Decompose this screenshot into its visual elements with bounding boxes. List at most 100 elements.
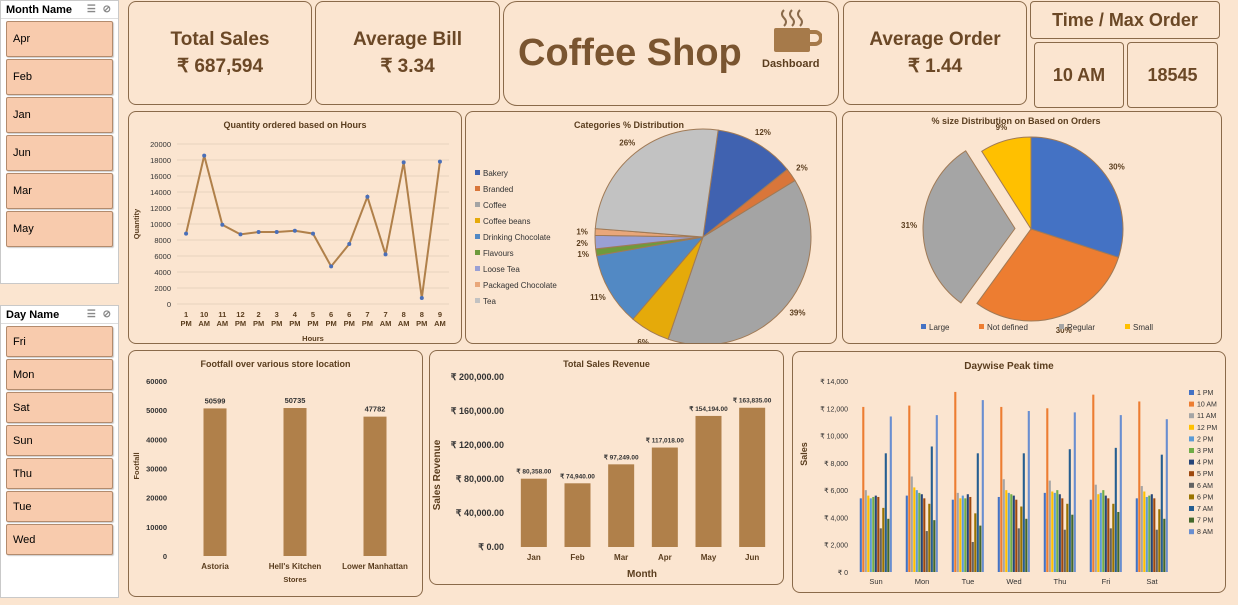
day-item-fri[interactable]: Fri: [6, 326, 113, 357]
categories-pie-chart: Bakery Branded Coffee Coffee beans Drinking …: [475, 128, 812, 343]
size-distribution-card: % size Distribution on Based on Orders 3…: [842, 111, 1222, 344]
x-tick-label: PM: [416, 319, 427, 328]
legend-swatch: [475, 170, 480, 175]
month-item-jun[interactable]: Jun: [6, 135, 113, 171]
bar: [363, 416, 387, 556]
slice-label: 30%: [1109, 163, 1125, 172]
day-item-sun[interactable]: Sun: [6, 425, 113, 456]
legend-swatch: [1189, 390, 1194, 395]
bar: [1099, 492, 1102, 572]
data-point: [419, 296, 424, 300]
bar: [930, 446, 933, 572]
bar: [1007, 492, 1010, 572]
y-tick-label: 30000: [146, 465, 167, 474]
legend-swatch: [1189, 436, 1194, 442]
data-label: 50735: [285, 396, 306, 405]
y-axis-label: Footfall: [132, 452, 141, 479]
bar: [1071, 514, 1074, 572]
x-tick-label: 12: [236, 310, 244, 319]
day-slicer-title: Day Name: [6, 308, 60, 321]
x-tick-label: Thu: [1054, 577, 1067, 586]
bar: [1025, 518, 1028, 572]
legend-label: 7 AM: [1197, 506, 1213, 513]
total-sales-card: Total Sales ₹ 687,594: [128, 1, 312, 105]
quantity-by-hour-card: Quantity ordered based on Hours 0 2000 400…: [128, 111, 462, 344]
bar: [1163, 518, 1166, 572]
data-label: ₹ 154,194.00: [689, 405, 728, 413]
bar: [979, 525, 982, 572]
x-tick-label: Fri: [1102, 577, 1111, 586]
day-item-thu[interactable]: Thu: [6, 458, 113, 489]
bar: [1117, 511, 1120, 572]
bar: [1160, 454, 1163, 572]
data-label: 50599: [205, 396, 226, 405]
y-tick-label: 50000: [146, 406, 167, 415]
bar: [1114, 447, 1117, 572]
x-axis-label: Hours: [302, 334, 324, 343]
pie-slice: [922, 150, 1016, 304]
x-tick-label: 5: [311, 310, 315, 319]
legend-label: 4 PM: [1197, 460, 1214, 467]
x-tick-label: Jun: [745, 553, 759, 562]
x-tick-label: PM: [344, 319, 355, 328]
x-tick-label: 8: [420, 310, 424, 319]
bar: [203, 408, 227, 556]
y-tick-label: 18000: [150, 156, 171, 165]
bar: [869, 498, 872, 572]
data-label: ₹ 163,835.00: [733, 397, 772, 405]
average-order-card: Average Order ₹ 1.44: [843, 1, 1027, 105]
slice-label: 11%: [590, 293, 606, 302]
y-tick-label: 10000: [146, 523, 167, 532]
bar: [879, 528, 882, 572]
bar: [884, 453, 887, 572]
x-tick-label: 7: [365, 310, 369, 319]
month-item-apr[interactable]: Apr: [6, 21, 113, 57]
x-tick-label: Sat: [1146, 577, 1158, 586]
max-order-card: 18545: [1127, 42, 1218, 108]
month-item-jan[interactable]: Jan: [6, 97, 113, 133]
day-item-tue[interactable]: Tue: [6, 491, 113, 522]
x-tick-label: 11: [218, 310, 226, 319]
x-tick-label: AM: [380, 319, 392, 328]
average-bill-label: Average Bill: [352, 28, 463, 50]
month-item-feb[interactable]: Feb: [6, 59, 113, 95]
bar: [1092, 394, 1095, 572]
multi-select-icon[interactable]: ☰ ⊘: [86, 4, 113, 15]
legend-label: 5 PM: [1197, 471, 1214, 478]
month-item-mar[interactable]: Mar: [6, 173, 113, 209]
dashboard-subtitle: Dashboard: [762, 58, 820, 70]
bar: [1066, 503, 1069, 572]
bar: [1109, 528, 1112, 572]
bar: [872, 496, 875, 572]
month-item-may[interactable]: May: [6, 211, 113, 247]
bar: [1112, 503, 1115, 572]
x-tick-label: May: [701, 553, 717, 562]
legend-swatch: [475, 202, 480, 207]
legend-label: Flavours: [483, 249, 514, 258]
x-tick-label: Wed: [1006, 577, 1021, 586]
day-item-wed[interactable]: Wed: [6, 524, 113, 555]
bar: [969, 496, 972, 572]
legend-swatch: [1189, 482, 1194, 488]
bar: [1053, 492, 1056, 572]
legend-swatch: [475, 186, 480, 191]
multi-select-icon[interactable]: ☰ ⊘: [86, 309, 113, 320]
y-tick-label: ₹ 10,000: [820, 433, 848, 441]
bar: [608, 464, 635, 547]
daywise-chart-title: Daywise Peak time: [964, 361, 1054, 372]
legend-label: Loose Tea: [483, 265, 520, 274]
x-tick-label: PM: [289, 319, 300, 328]
day-item-sat[interactable]: Sat: [6, 392, 113, 423]
x-tick-label: 7: [383, 310, 387, 319]
y-tick-label: 14000: [150, 188, 171, 197]
bar: [1020, 506, 1023, 572]
average-order-label: Average Order: [869, 28, 1001, 50]
size-chart-title: % size Distribution on Based on Orders: [931, 116, 1101, 126]
bar: [959, 498, 962, 572]
legend-label: 3 PM: [1197, 448, 1214, 455]
legend-swatch: [1189, 413, 1194, 419]
y-tick-label: 16000: [150, 172, 171, 181]
day-item-mon[interactable]: Mon: [6, 359, 113, 390]
bar: [974, 513, 977, 572]
y-tick-label: ₹ 14,000: [820, 378, 848, 386]
